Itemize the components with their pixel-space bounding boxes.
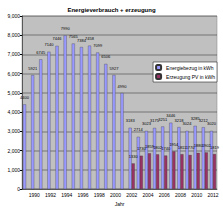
svg-text:7140: 7140 xyxy=(44,42,54,47)
svg-text:3251: 3251 xyxy=(158,117,168,122)
svg-text:8,000: 8,000 xyxy=(7,32,20,38)
svg-text:1996: 1996 xyxy=(77,192,88,198)
svg-text:1990: 1990 xyxy=(29,192,40,198)
svg-text:5,000: 5,000 xyxy=(7,90,20,96)
svg-text:2006: 2006 xyxy=(159,192,170,198)
svg-text:1330: 1330 xyxy=(129,154,139,159)
svg-text:Erzeugung PV in kWh: Erzeugung PV in kWh xyxy=(166,74,215,80)
svg-text:3446: 3446 xyxy=(166,113,176,119)
svg-text:7990: 7990 xyxy=(61,26,71,31)
svg-text:7099: 7099 xyxy=(93,43,103,48)
svg-text:1902: 1902 xyxy=(201,142,211,148)
svg-text:1740: 1740 xyxy=(161,146,171,152)
svg-text:5927: 5927 xyxy=(109,66,119,71)
svg-text:1802: 1802 xyxy=(153,144,162,150)
svg-text:6745: 6745 xyxy=(36,50,46,55)
svg-text:7,000: 7,000 xyxy=(7,51,20,57)
svg-text:1811: 1811 xyxy=(177,144,187,150)
svg-text:0: 0 xyxy=(17,186,20,192)
svg-text:1998: 1998 xyxy=(94,192,105,198)
svg-text:5921: 5921 xyxy=(28,66,38,71)
svg-text:3175: 3175 xyxy=(150,118,159,124)
svg-text:6506: 6506 xyxy=(101,54,111,59)
svg-text:4400: 4400 xyxy=(20,95,30,100)
svg-text:1859: 1859 xyxy=(145,143,154,149)
svg-text:6,000: 6,000 xyxy=(7,71,20,77)
svg-text:3,000: 3,000 xyxy=(7,128,20,134)
svg-text:4,000: 4,000 xyxy=(7,109,20,115)
svg-text:1992: 1992 xyxy=(45,192,56,198)
svg-text:1819: 1819 xyxy=(210,145,220,150)
svg-text:3183: 3183 xyxy=(126,118,136,123)
svg-text:3212: 3212 xyxy=(198,117,208,123)
svg-text:9,000: 9,000 xyxy=(7,13,20,19)
svg-text:1730: 1730 xyxy=(136,146,146,152)
svg-text:7446: 7446 xyxy=(53,36,63,41)
svg-text:4990: 4990 xyxy=(118,84,128,89)
svg-text:2714: 2714 xyxy=(134,127,144,132)
svg-text:1770: 1770 xyxy=(185,145,195,151)
svg-text:1,000: 1,000 xyxy=(7,167,20,173)
svg-text:2010: 2010 xyxy=(191,192,202,198)
svg-text:3023: 3023 xyxy=(142,121,151,127)
svg-text:7565: 7565 xyxy=(68,34,78,40)
svg-text:Jahr: Jahr xyxy=(115,201,125,207)
svg-text:3285: 3285 xyxy=(190,116,200,122)
svg-text:3020: 3020 xyxy=(207,121,217,126)
svg-text:Energieverbrauch + erzeugung: Energieverbrauch + erzeugung xyxy=(67,7,156,13)
svg-text:2002: 2002 xyxy=(126,192,137,198)
svg-text:3024: 3024 xyxy=(183,121,193,126)
svg-text:7458: 7458 xyxy=(85,36,95,41)
svg-text:1880: 1880 xyxy=(193,143,203,149)
svg-text:1994: 1994 xyxy=(61,192,72,198)
svg-text:2004: 2004 xyxy=(142,192,153,198)
svg-text:7384: 7384 xyxy=(77,37,86,43)
svg-text:2012: 2012 xyxy=(207,192,218,198)
svg-text:1954: 1954 xyxy=(169,141,179,147)
svg-text:2008: 2008 xyxy=(175,192,186,198)
svg-text:2,000: 2,000 xyxy=(7,148,20,154)
svg-text:3218: 3218 xyxy=(174,117,184,123)
svg-text:Energiebezug in kWh: Energiebezug in kWh xyxy=(166,65,214,71)
svg-text:2000: 2000 xyxy=(110,192,121,198)
